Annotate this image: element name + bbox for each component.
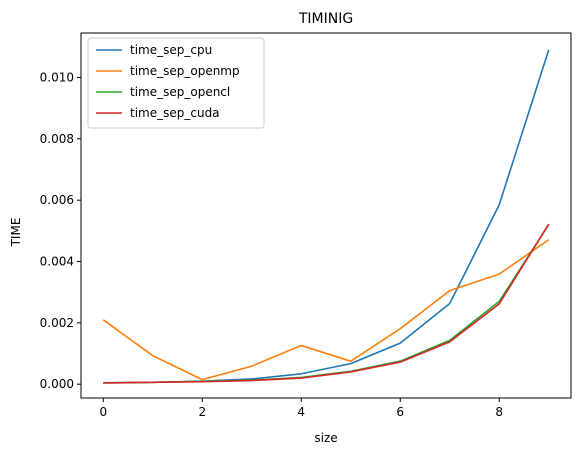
y-axis: 0.000 0.002 0.004 0.006 0.008 0.010 xyxy=(40,70,81,391)
y-tick-label: 0.002 xyxy=(40,316,74,330)
x-tick-label: 2 xyxy=(198,405,206,419)
series-line-time_sep_opencl xyxy=(103,225,548,383)
legend-label: time_sep_cuda xyxy=(130,106,220,120)
legend-label: time_sep_cpu xyxy=(130,43,212,57)
y-tick-label: 0.010 xyxy=(40,70,74,84)
y-axis-label: TIME xyxy=(9,218,23,248)
y-tick-label: 0.000 xyxy=(40,377,74,391)
x-axis-label: size xyxy=(314,431,337,445)
legend-label: time_sep_openmp xyxy=(130,64,240,78)
series-line-time_sep_openmp xyxy=(103,240,548,380)
legend: time_sep_cpu time_sep_openmp time_sep_open… xyxy=(88,38,264,128)
x-axis: 0 2 4 6 8 xyxy=(99,398,503,419)
x-tick-label: 4 xyxy=(297,405,305,419)
y-tick-label: 0.004 xyxy=(40,255,74,269)
y-tick-label: 0.008 xyxy=(40,132,74,146)
x-tick-label: 0 xyxy=(99,405,107,419)
y-tick-label: 0.006 xyxy=(40,193,74,207)
x-tick-label: 8 xyxy=(495,405,503,419)
series-line-time_sep_cuda xyxy=(103,224,548,383)
x-tick-label: 6 xyxy=(396,405,404,419)
legend-label: time_sep_opencl xyxy=(130,85,230,99)
chart-title: TIMINIG xyxy=(298,11,353,27)
